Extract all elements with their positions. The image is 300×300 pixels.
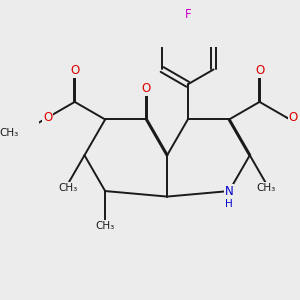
Text: O: O [289,111,298,124]
Text: CH₃: CH₃ [58,183,78,193]
Text: CH₃: CH₃ [257,183,276,193]
Text: CH₃: CH₃ [95,221,115,231]
Text: O: O [255,64,264,77]
Text: F: F [184,8,191,21]
Text: O: O [142,82,151,95]
Text: N: N [225,184,233,197]
Text: O: O [43,111,52,124]
Text: CH₃: CH₃ [0,128,19,138]
Text: H: H [225,199,233,209]
Text: O: O [70,64,79,77]
